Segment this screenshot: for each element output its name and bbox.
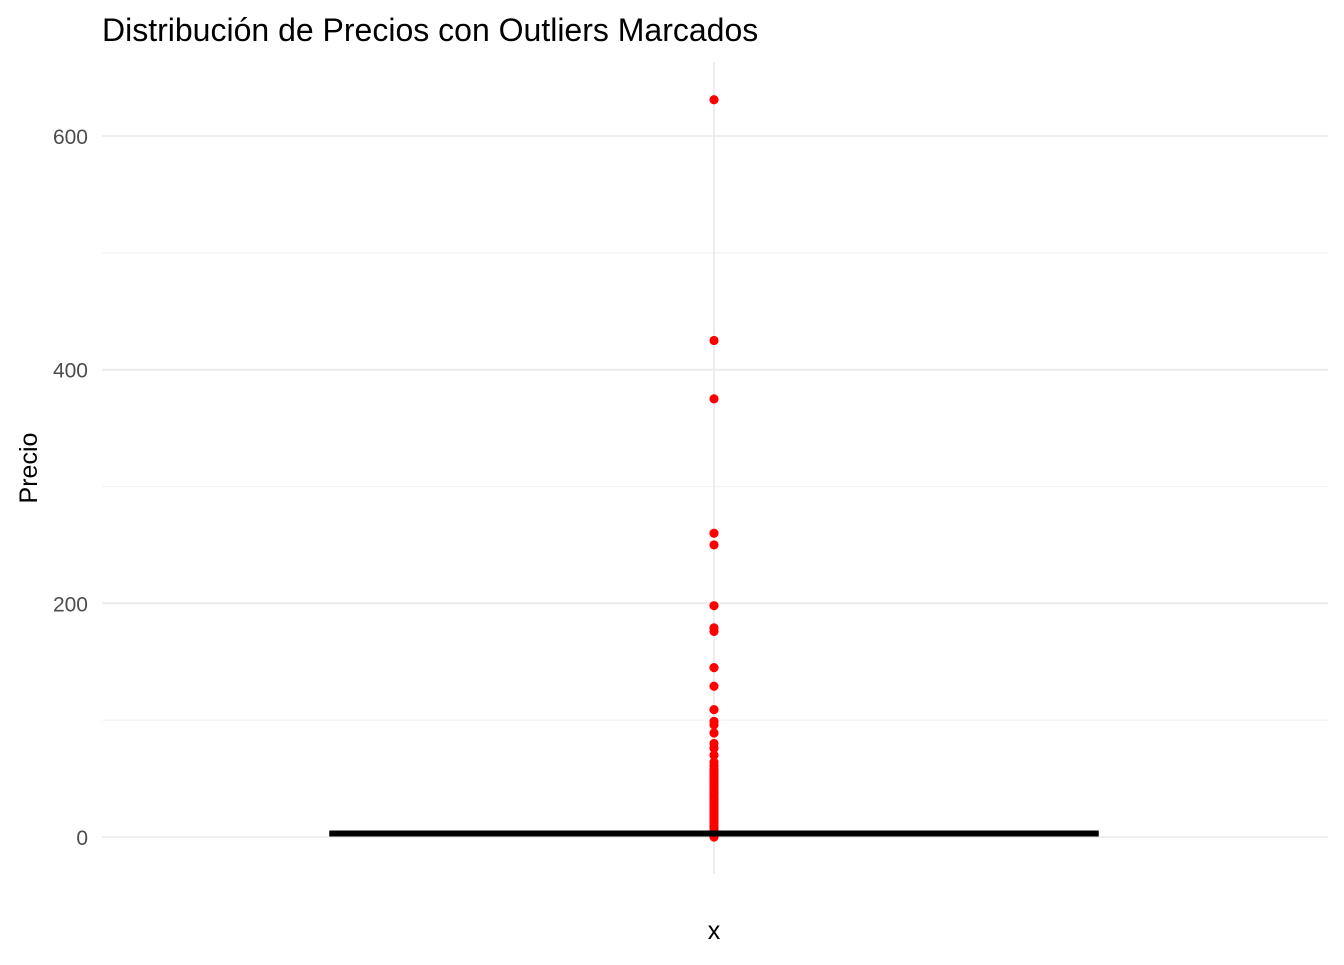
outlier-point-4 — [709, 540, 719, 550]
outlier-point-12 — [709, 720, 719, 730]
outlier-point-0 — [709, 95, 719, 105]
outlier-point-3 — [709, 528, 719, 538]
chart-title: Distribución de Precios con Outliers Mar… — [102, 12, 758, 48]
outlier-point-16 — [709, 750, 719, 760]
outlier-point-1 — [709, 335, 719, 346]
outlier-point-5 — [709, 601, 719, 611]
outlier-point-13 — [709, 728, 719, 738]
outlier-points — [330, 95, 1098, 842]
outlier-point-9 — [709, 681, 719, 691]
y-tick-label-3: 600 — [53, 126, 88, 149]
y-axis-ticks: 0 200 400 600 — [53, 126, 88, 850]
outlier-point-15 — [709, 743, 719, 753]
y-tick-label-1: 200 — [53, 593, 88, 616]
outlier-point-7 — [709, 626, 719, 636]
x-tick-label-0: x — [708, 917, 721, 945]
outlier-point-8 — [709, 662, 719, 673]
y-axis-title: Precio — [15, 433, 43, 504]
outlier-point-2 — [709, 394, 719, 404]
y-tick-label-0: 0 — [76, 827, 88, 850]
x-axis-ticks: x — [708, 917, 721, 945]
outlier-point-10 — [709, 705, 719, 715]
y-tick-label-2: 400 — [53, 360, 88, 383]
